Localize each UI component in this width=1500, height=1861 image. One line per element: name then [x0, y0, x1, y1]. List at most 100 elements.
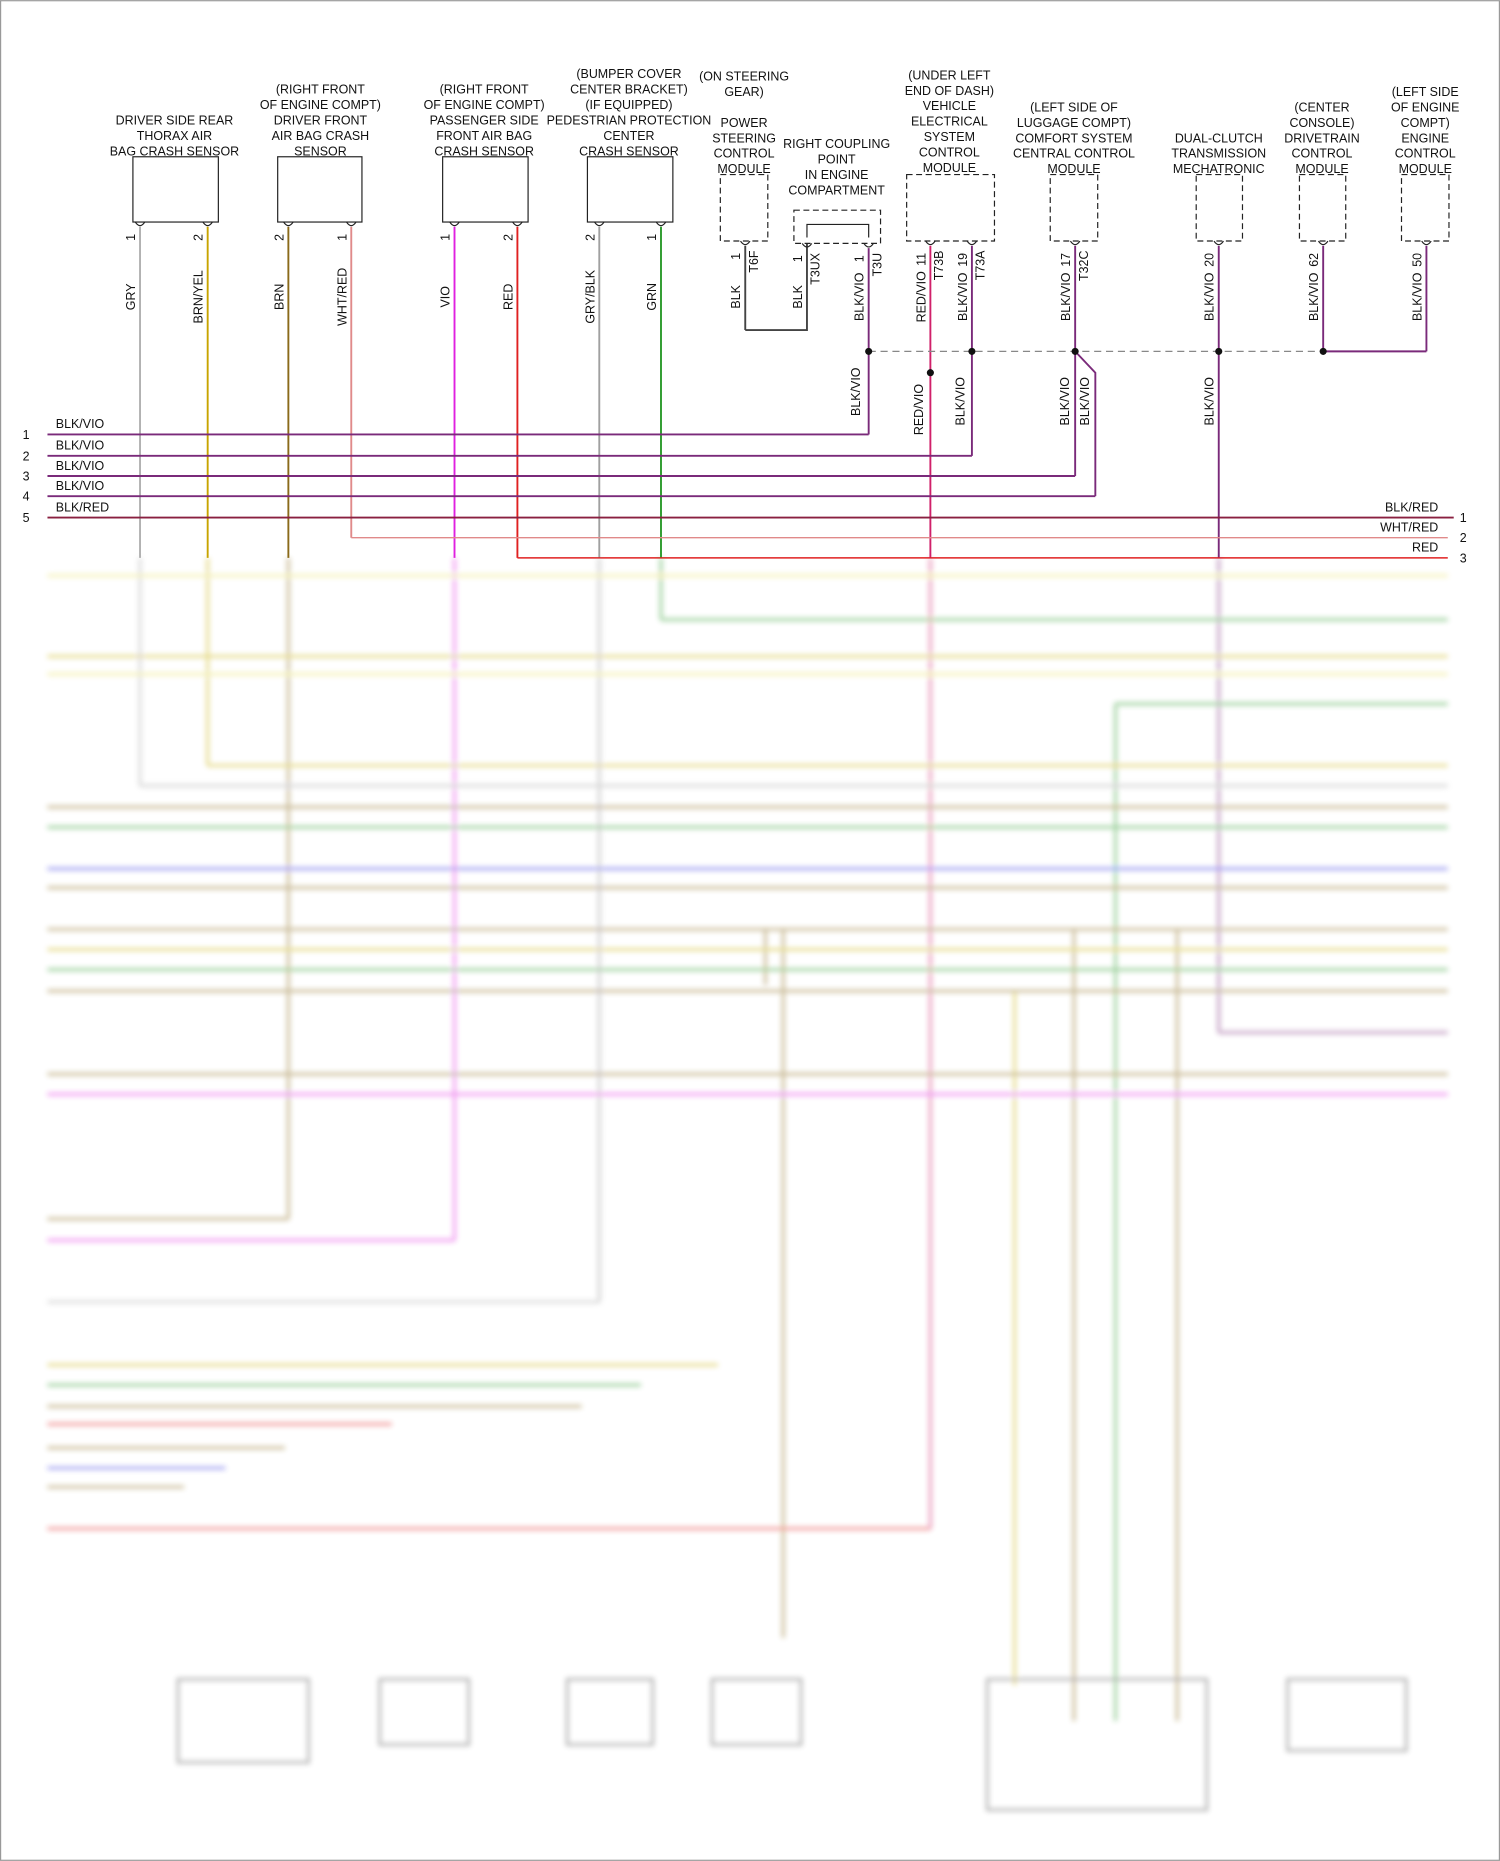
connector-id: T73B — [932, 251, 946, 281]
component-label: (UNDER LEFT — [908, 68, 991, 82]
component-label: CENTRAL CONTROL — [1013, 147, 1135, 161]
bus-number: 3 — [23, 469, 30, 483]
component-label: SYSTEM — [924, 130, 975, 144]
pin-terminal — [801, 243, 813, 248]
component-label: COMFORT SYSTEM — [1015, 131, 1132, 145]
wire-color-label: BLK/VIO — [853, 272, 867, 321]
pin-number: 2 — [583, 234, 597, 241]
module-box — [719, 173, 769, 242]
bus-number: 1 — [1460, 511, 1467, 525]
pin-terminal — [655, 221, 667, 227]
component-label: LUGGAGE COMPT) — [1017, 116, 1131, 130]
wire-color-label: BRN — [272, 284, 286, 310]
wire-color-label: VIO — [438, 286, 452, 308]
bus-wire-label: RED — [1412, 541, 1438, 555]
component-label: COMPT) — [1401, 116, 1450, 130]
component-label: MECHATRONIC — [1173, 162, 1265, 176]
wire-color-label: BLK/VIO — [1410, 272, 1424, 321]
sensor-box — [277, 156, 363, 223]
bus-wire-label: BLK/VIO — [56, 479, 105, 493]
pin-number: 1 — [729, 253, 743, 260]
wire-color-label: GRY/BLK — [583, 269, 597, 323]
component-label: DUAL-CLUTCH — [1175, 131, 1263, 145]
connector-id: T73A — [974, 250, 988, 280]
module-box — [1298, 173, 1347, 242]
component-label: OF ENGINE COMPT) — [424, 98, 545, 112]
blurred-lower-section — [47, 557, 1448, 1812]
module-box — [1049, 173, 1099, 242]
component-label: (BUMPER COVER — [576, 67, 681, 81]
pin-number: 1 — [645, 234, 659, 241]
wire-color-label: GRY — [124, 283, 138, 310]
component-label: CONTROL — [1292, 147, 1353, 161]
component-label: PASSENGER SIDE — [430, 113, 539, 127]
wire-color-label: RED/VIO — [912, 384, 926, 436]
component-label: ELECTRICAL — [911, 115, 988, 129]
pin-terminal — [1213, 240, 1224, 246]
component-label: PEDESTRIAN PROTECTION — [547, 113, 712, 127]
pin-number: 62 — [1307, 253, 1321, 267]
connector-id: T3UX — [809, 252, 823, 285]
component-label: IN ENGINE — [805, 168, 869, 182]
component-label: CRASH SENSOR — [434, 144, 534, 158]
component-label: DRIVER SIDE REAR — [116, 113, 234, 127]
pin-number: 1 — [335, 234, 349, 241]
pin-number: 20 — [1203, 253, 1217, 267]
bus-number: 5 — [23, 511, 30, 525]
component-label: (LEFT SIDE OF — [1030, 100, 1118, 114]
pin-number: 1 — [853, 255, 867, 262]
pin-terminal — [1069, 240, 1081, 246]
bus-wire-label: BLK/VIO — [56, 459, 105, 473]
pin-number: 2 — [272, 234, 286, 241]
component-label: CONTROL — [1395, 147, 1456, 161]
component-label: DRIVER FRONT — [274, 113, 368, 127]
pin-terminal — [449, 221, 460, 227]
component-label: (LEFT SIDE — [1392, 85, 1459, 99]
wire-color-label: BLK/VIO — [954, 377, 968, 426]
pin-terminal — [512, 221, 523, 227]
blurred-component — [378, 1678, 470, 1746]
wire-color-label: BLK/VIO — [1059, 272, 1073, 321]
pin-number: 19 — [956, 253, 970, 267]
splice-dot — [968, 347, 976, 355]
component-label: CONSOLE) — [1289, 116, 1354, 130]
component-label: AIR BAG CRASH — [272, 129, 370, 143]
connector-id: T3U — [870, 253, 884, 277]
component-label: RIGHT COUPLING — [783, 137, 890, 151]
component-label: OF ENGINE — [1391, 100, 1460, 114]
component-label: CONTROL — [919, 146, 980, 160]
wire-color-label: BLK/VIO — [1307, 272, 1321, 321]
splice-dot — [1319, 347, 1327, 355]
bus-wire-label: BLK/VIO — [56, 439, 105, 453]
pin-terminal — [863, 243, 874, 248]
splice-dot — [926, 369, 934, 377]
pin-terminal — [346, 221, 357, 227]
pin-number: 2 — [192, 234, 206, 241]
wire-color-label: BRN/YEL — [192, 270, 206, 323]
connector-id: T32C — [1077, 251, 1091, 281]
component-label: ENGINE — [1401, 131, 1449, 145]
blurred-component — [986, 1678, 1209, 1812]
bus-number: 2 — [1460, 531, 1467, 545]
coupling-bridge — [806, 223, 870, 238]
sensor-box — [442, 156, 529, 223]
coupling-box — [793, 209, 882, 244]
pin-number: 1 — [791, 255, 805, 262]
wire — [745, 243, 808, 331]
component-label: (ON STEERING — [699, 70, 789, 84]
bus-number: 3 — [1460, 551, 1467, 565]
pin-terminal — [283, 221, 294, 227]
component-label: MODULE — [923, 161, 976, 175]
sensor-box — [586, 156, 674, 223]
component-label: SENSOR — [294, 144, 347, 158]
splice-dot — [1215, 347, 1223, 355]
pin-terminal — [925, 240, 936, 246]
bus-wire-label: BLK/RED — [56, 500, 109, 514]
wire-color-label: BLK/VIO — [1078, 377, 1092, 426]
wire — [1074, 350, 1097, 497]
component-label: BAG CRASH SENSOR — [110, 144, 239, 158]
pin-number: 17 — [1059, 253, 1073, 267]
pin-number: 1 — [438, 234, 452, 241]
